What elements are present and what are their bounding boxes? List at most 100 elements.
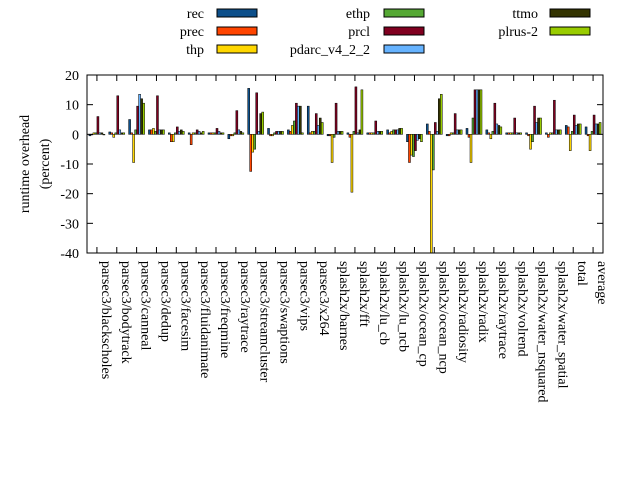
bar-thp-25 <box>588 134 592 151</box>
bar-pdarc_v4_2_2-12 <box>336 131 340 135</box>
bar-pdarc_v4_2_2-22 <box>535 122 538 135</box>
x-tick-label: splash2x/lu_ncb <box>396 261 411 352</box>
bar-ethp-25 <box>590 131 594 135</box>
bar-prcl-7 <box>235 110 239 135</box>
bars <box>88 86 602 254</box>
bar-ethp-23 <box>551 132 554 135</box>
bar-ttmo-5 <box>199 132 203 135</box>
bar-pdarc_v4_2_2-14 <box>376 131 380 135</box>
bar-rec-11 <box>306 105 310 135</box>
bar-ttmo-3 <box>160 129 163 135</box>
bar-ttmo-1 <box>120 132 124 135</box>
bar-ttmo-6 <box>219 132 223 135</box>
x-tick-label: splash2x/ocean_cp <box>415 261 430 367</box>
bar-plrus-2-0 <box>102 134 106 136</box>
bar-prcl-13 <box>354 86 358 135</box>
y-tick-label: -30 <box>60 217 79 232</box>
bar-rec-15 <box>386 129 389 135</box>
legend: rec prec thp ethp prcl pdarc_v4_2_2 ttmo plrus-… <box>180 7 591 58</box>
legend-swatch-pdarc_v4_2_2 <box>383 44 425 54</box>
bar-prcl-4 <box>176 126 179 135</box>
bar-rec-14 <box>366 132 370 135</box>
bar-ttmo-7 <box>239 131 243 135</box>
x-tick-label: splash2x/fft <box>356 261 371 327</box>
bar-prec-5 <box>189 134 193 145</box>
bar-ethp-15 <box>392 129 395 135</box>
bar-rec-3 <box>148 129 151 135</box>
y-axis-label-line: runtime overhead <box>18 115 33 213</box>
x-tick-label: parsec3/raytrace <box>237 261 252 353</box>
bar-rec-1 <box>108 131 112 135</box>
x-tick-label: splash2x/ocean_ncp <box>435 261 450 374</box>
legend-label-ethp: ethp <box>346 7 370 22</box>
y-axis-label: runtime overhead (percent) <box>18 115 53 213</box>
bar-ethp-2 <box>134 129 137 135</box>
x-tick-label: parsec3/vips <box>296 261 311 331</box>
bar-thp-13 <box>350 134 354 193</box>
bar-thp-18 <box>449 132 453 135</box>
bar-pdarc_v4_2_2-2 <box>138 94 141 135</box>
bar-rec-6 <box>207 132 211 135</box>
bar-ttmo-24 <box>576 123 580 135</box>
bar-plrus-2-5 <box>201 131 205 135</box>
bar-ethp-22 <box>531 134 534 142</box>
bar-rec-10 <box>287 129 290 135</box>
bar-thp-20 <box>489 134 493 140</box>
bar-ttmo-16 <box>418 134 421 140</box>
legend-swatch-rec <box>216 8 258 18</box>
x-tick-label: parsec3/fluidanimate <box>197 261 212 378</box>
bar-ttmo-9 <box>279 131 282 135</box>
x-tick-label: parsec3/blackscholes <box>98 261 113 379</box>
bar-plrus-2-9 <box>281 131 284 135</box>
legend-swatch-prec <box>216 26 258 36</box>
bar-pdarc_v4_2_2-13 <box>356 132 360 135</box>
x-tick-label: parsec3/dedup <box>157 261 172 342</box>
legend-label-pdarc_v4_2_2: pdarc_v4_2_2 <box>290 43 370 58</box>
bar-plrus-2-8 <box>261 111 264 135</box>
bar-pdarc_v4_2_2-24 <box>574 125 578 135</box>
bar-prcl-20 <box>493 102 497 135</box>
bar-prec-6 <box>209 132 213 135</box>
bar-ethp-19 <box>471 117 475 135</box>
bar-ttmo-22 <box>537 117 540 135</box>
bar-rec-5 <box>187 132 191 135</box>
bar-prec-14 <box>368 132 372 135</box>
bar-ethp-5 <box>193 132 197 135</box>
bar-rec-16 <box>406 134 409 142</box>
bar-rec-21 <box>505 132 508 135</box>
bar-pdarc_v4_2_2-6 <box>217 131 221 135</box>
bar-pdarc_v4_2_2-5 <box>197 131 201 135</box>
bar-ethp-10 <box>293 120 296 135</box>
bar-prcl-17 <box>434 122 437 135</box>
bar-thp-19 <box>469 134 473 163</box>
bar-ethp-11 <box>312 131 316 135</box>
bar-prcl-14 <box>374 120 378 135</box>
x-tick-label: parsec3/bodytrack <box>118 261 133 364</box>
bar-prec-2 <box>130 132 133 135</box>
bar-prcl-9 <box>275 131 278 135</box>
bar-prcl-6 <box>215 128 219 135</box>
plot-frame <box>86 74 604 254</box>
bar-plrus-2-1 <box>122 132 126 135</box>
bar-prcl-1 <box>116 95 120 135</box>
x-tick-label: parsec3/x264 <box>316 261 331 336</box>
bar-pdarc_v4_2_2-18 <box>455 129 459 135</box>
bar-plrus-2-18 <box>459 129 463 135</box>
bar-thp-6 <box>211 132 215 135</box>
bar-rec-20 <box>485 129 489 135</box>
bar-ethp-1 <box>114 132 118 135</box>
legend-label-thp: thp <box>186 43 204 58</box>
bar-rec-25 <box>584 126 588 135</box>
bar-prec-15 <box>388 132 391 135</box>
bar-ttmo-14 <box>378 131 382 135</box>
bar-prcl-19 <box>473 89 477 135</box>
bar-prec-4 <box>170 134 173 142</box>
x-tick-label: parsec3/freqmine <box>217 261 232 358</box>
bar-pdarc_v4_2_2-21 <box>515 132 518 135</box>
legend-label-prec: prec <box>180 25 204 40</box>
bar-pdarc_v4_2_2-19 <box>475 89 479 135</box>
y-tick-label: 0 <box>72 128 79 143</box>
bar-prec-3 <box>150 129 153 135</box>
bar-thp-4 <box>172 134 175 142</box>
bar-plrus-2-20 <box>499 126 503 135</box>
